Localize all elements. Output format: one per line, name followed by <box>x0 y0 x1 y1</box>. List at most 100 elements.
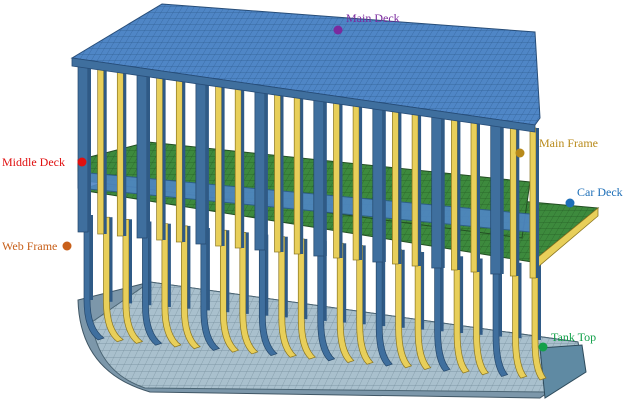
web-frame <box>83 214 105 341</box>
main-frame-flange <box>241 85 245 248</box>
main-frame-flange <box>182 76 186 242</box>
main-frame-flange <box>359 102 363 260</box>
main-frame-flange <box>418 110 422 266</box>
main-frame <box>333 98 340 259</box>
label-tank-top: Tank Top <box>538 330 596 352</box>
web-frame <box>239 232 259 355</box>
main-frame <box>116 67 124 237</box>
main-frame <box>411 110 419 267</box>
main-frame <box>431 113 443 269</box>
main-frame-flange <box>382 105 386 262</box>
web-frame-flange <box>479 258 483 335</box>
web-frame-flange <box>226 230 230 313</box>
web-frame-flange <box>109 217 113 302</box>
web-frame <box>375 247 393 367</box>
middle-deck-label: Middle Deck <box>2 155 65 169</box>
main-frames-group <box>77 61 539 279</box>
main-frame-flange <box>441 113 445 268</box>
main-frame-marker <box>515 148 525 158</box>
main-frame <box>97 64 105 235</box>
main-frame-flange <box>300 93 304 254</box>
main-frame-flange <box>205 79 209 244</box>
web-frame-flange <box>148 221 152 306</box>
main-frame <box>254 87 266 251</box>
main-deck-marker <box>333 25 343 35</box>
label-main-frame: Main Frame <box>515 136 598 158</box>
web-frame-flange <box>167 223 171 307</box>
web-frame <box>395 249 413 369</box>
web-frame-flange <box>206 228 210 311</box>
main-frame-flange <box>147 70 150 238</box>
web-frame-flange <box>401 249 405 328</box>
main-frame <box>529 127 537 279</box>
main-frame <box>136 70 148 239</box>
web-frame-flange <box>518 262 522 339</box>
main-frame-flange <box>162 73 166 240</box>
middle-deck-marker <box>77 157 87 167</box>
tank-top-label: Tank Top <box>551 330 596 344</box>
web-frame <box>258 234 278 357</box>
web-frame <box>161 223 182 348</box>
web-frames-group <box>83 214 547 381</box>
main-deck-structure <box>70 3 541 133</box>
main-frame-flange <box>221 82 225 246</box>
label-web-frame: Web Frame <box>2 239 72 253</box>
main-frame-flange <box>280 90 284 252</box>
web-frame-flange <box>129 219 132 304</box>
main-frame-flange <box>398 107 402 265</box>
main-frame-flange <box>103 64 107 235</box>
main-frame-flange <box>477 119 480 273</box>
web-frame <box>414 251 432 370</box>
web-frame <box>453 255 470 374</box>
main-frame-flange <box>457 116 461 270</box>
web-frame-flange <box>304 238 308 320</box>
main-frame <box>234 84 242 249</box>
main-frame <box>352 101 360 261</box>
web-frame-label: Web Frame <box>2 239 57 253</box>
main-deck-edge <box>71 57 536 133</box>
web-frame <box>181 225 201 350</box>
main-frame <box>156 73 163 241</box>
web-frame <box>356 245 374 365</box>
main-frame-flange <box>264 87 268 250</box>
web-frame-flange <box>538 265 541 340</box>
web-frame-flange <box>323 241 327 321</box>
web-frame <box>531 264 547 381</box>
web-frame <box>336 242 355 364</box>
web-frame <box>142 221 163 346</box>
web-frame-flange <box>440 254 444 332</box>
main-frame-flange <box>323 96 327 257</box>
web-frame-flange <box>90 215 93 300</box>
web-frame-flange <box>284 236 288 318</box>
main-frame-flange <box>123 67 127 236</box>
main-deck-label: Main Deck <box>346 11 400 25</box>
web-frame-flange <box>343 243 347 323</box>
web-frame-flange <box>382 247 386 327</box>
car-deck-marker <box>565 198 575 208</box>
main-frame <box>313 96 325 257</box>
main-frame-flange <box>339 99 343 258</box>
web-frame <box>122 218 144 344</box>
main-frame <box>470 119 478 273</box>
web-frame <box>200 227 221 351</box>
web-frame-flange <box>421 252 425 330</box>
main-frame <box>195 78 207 245</box>
web-frame-flange <box>187 225 191 309</box>
main-frame <box>293 93 301 255</box>
web-frame <box>278 236 297 358</box>
car-deck-label: Car Deck <box>577 185 623 199</box>
web-frame-marker <box>62 241 72 251</box>
tank-top-marker <box>538 342 548 352</box>
main-frame <box>451 116 458 271</box>
web-frame <box>317 240 336 362</box>
main-frame <box>175 75 183 243</box>
main-frame <box>215 81 222 247</box>
web-frame <box>297 238 317 360</box>
label-main-deck: Main Deck <box>333 11 400 35</box>
web-frame <box>219 229 240 353</box>
web-frame <box>434 253 451 372</box>
web-frame-flange <box>362 245 366 325</box>
web-frame-flange <box>460 256 464 333</box>
web-frame-flange <box>265 234 269 316</box>
